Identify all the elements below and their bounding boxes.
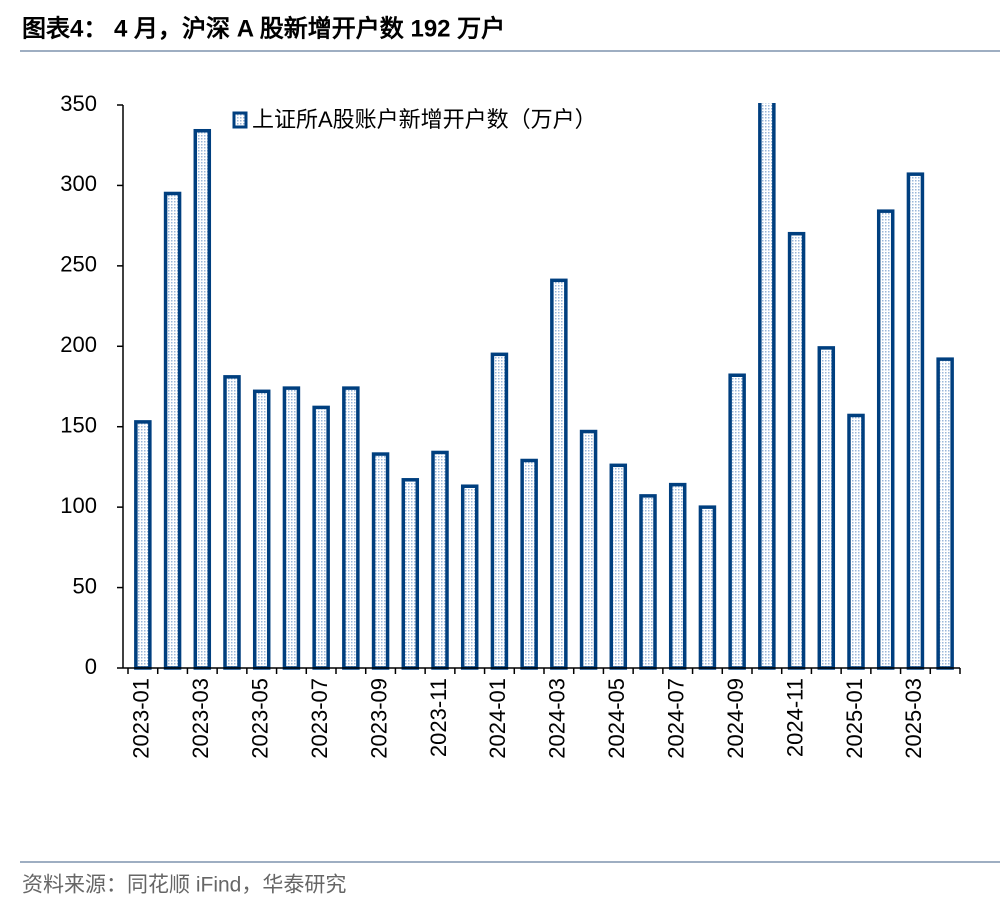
bar	[906, 172, 925, 670]
bar	[252, 389, 271, 670]
y-tick-label: 300	[60, 171, 97, 196]
x-tick-label: 2023-11	[426, 678, 451, 757]
bar	[431, 450, 449, 670]
y-tick-label: 0	[85, 654, 97, 679]
chart-title: 图表4： 4 月，沪深 A 股新增开户数 192 万户	[22, 14, 505, 42]
bar	[312, 405, 330, 670]
legend-label: 上证所A股账户新增开户数（万户）	[252, 107, 597, 132]
bar	[876, 209, 895, 670]
y-tick-label: 200	[60, 332, 97, 357]
x-tick-label: 2024-09	[723, 678, 748, 759]
y-tick-label: 50	[73, 573, 97, 598]
y-tick-label: 100	[60, 493, 97, 518]
x-tick-label: 2023-01	[129, 678, 154, 759]
bar	[728, 373, 746, 670]
bar	[193, 128, 212, 670]
y-tick-label: 250	[60, 252, 97, 277]
x-tick-label: 2023-09	[366, 678, 391, 759]
bar	[134, 420, 152, 670]
bar	[758, 103, 776, 670]
x-tick-label: 2024-01	[485, 678, 510, 759]
bar	[282, 386, 301, 670]
source: 资料来源：同花顺 iFind，华泰研究	[22, 874, 346, 897]
x-tick-label: 2025-01	[842, 678, 867, 759]
bar	[639, 494, 657, 670]
bar	[668, 482, 687, 670]
plot-area	[134, 103, 954, 670]
bar	[342, 386, 360, 670]
bar	[520, 458, 538, 670]
bar	[163, 191, 182, 670]
x-tick-label: 2023-03	[188, 678, 213, 759]
x-tick-label: 2024-05	[604, 678, 629, 759]
bar	[609, 463, 628, 670]
bar	[490, 352, 509, 670]
bar	[579, 429, 598, 670]
legend-swatch	[232, 111, 248, 129]
x-tick-label: 2024-07	[664, 678, 689, 759]
bar	[847, 413, 865, 670]
x-tick-label: 2023-05	[248, 678, 273, 759]
bar	[401, 478, 420, 670]
x-tick-label: 2024-03	[545, 678, 570, 759]
x-tick-label: 2024-11	[782, 678, 807, 757]
x-tick-label: 2025-03	[901, 678, 926, 759]
y-tick-label: 150	[60, 413, 97, 438]
x-tick-label: 2023-07	[307, 678, 332, 759]
bar	[223, 375, 241, 670]
bar	[698, 505, 717, 670]
bar	[371, 452, 390, 670]
bar	[817, 346, 836, 670]
bar	[787, 231, 806, 670]
bar	[550, 278, 568, 670]
bar	[936, 357, 954, 670]
bar	[460, 484, 479, 670]
y-tick-label: 350	[60, 91, 97, 116]
